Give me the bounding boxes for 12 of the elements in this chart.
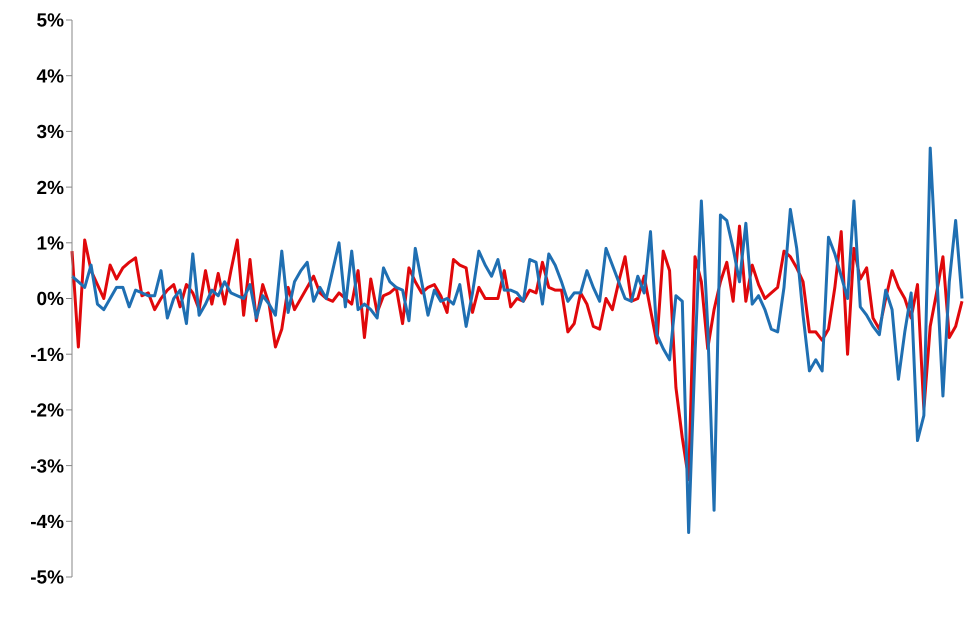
- y-tick-label: -3%: [30, 456, 64, 478]
- y-tick-label: 5%: [36, 10, 64, 32]
- y-tick-label: 3%: [36, 122, 64, 144]
- y-tick-label: -2%: [30, 400, 64, 422]
- line-series: [70, 146, 964, 534]
- y-tick-label: -1%: [30, 344, 64, 366]
- y-tick-label: -4%: [30, 512, 64, 534]
- y-tick-label: -5%: [30, 568, 64, 589]
- y-tick-label: 1%: [36, 234, 64, 255]
- y-tick-label: 4%: [36, 66, 64, 88]
- y-tick-label: 2%: [36, 178, 64, 199]
- y-tick-label: 0%: [36, 289, 64, 310]
